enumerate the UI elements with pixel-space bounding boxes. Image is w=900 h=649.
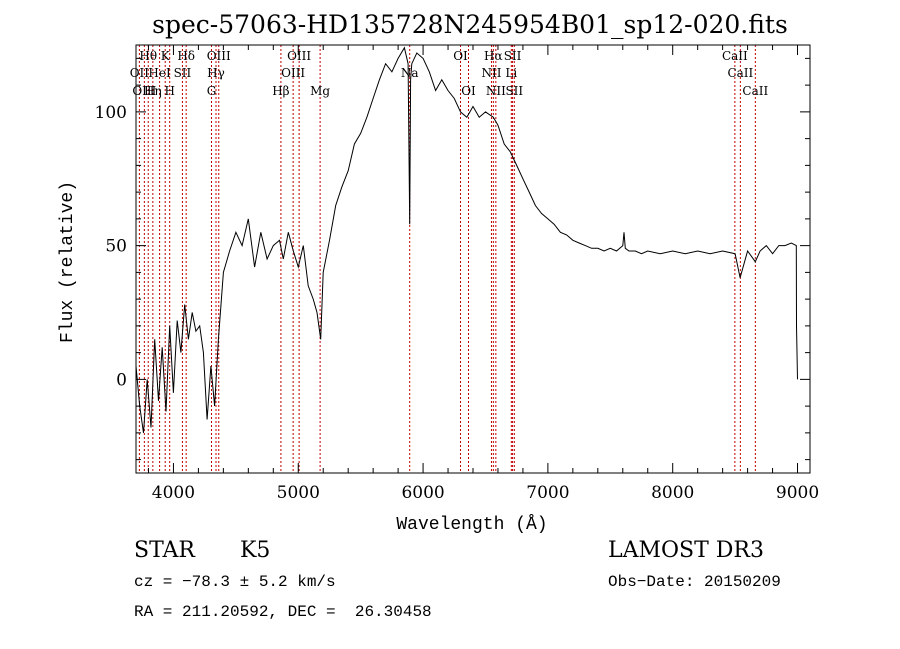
line-label: SII: [505, 84, 523, 98]
x-tick-label: 9000: [776, 483, 819, 503]
line-label: Hβ: [272, 84, 289, 98]
line-label: SII: [174, 66, 192, 80]
x-tick-label: 6000: [401, 483, 444, 503]
object-class: STAR: [134, 538, 195, 563]
y-axis-label: Flux (relative): [58, 181, 78, 343]
line-label: OIII: [287, 49, 311, 63]
line-label: Hδ: [177, 49, 195, 63]
line-label: OI: [453, 49, 468, 63]
line-label: OIII: [207, 49, 231, 63]
spectral-line-markers: [138, 45, 756, 473]
y-tick-label: 100: [95, 103, 127, 123]
line-label: OIII: [281, 66, 305, 80]
y-axis-ticks: 0 50 100: [95, 57, 810, 461]
line-label: CaII: [742, 84, 768, 98]
x-axis-label: Wavelength (Å): [396, 514, 547, 535]
line-label: Hθ: [139, 49, 157, 63]
line-label: K: [161, 49, 171, 63]
y-tick-label: 0: [116, 370, 127, 390]
x-axis-ticks: 4000 5000 6000 7000 8000 9000: [147, 45, 819, 503]
line-label: OIII: [132, 84, 156, 98]
line-label: Li: [505, 66, 517, 80]
object-subclass: K5: [240, 538, 271, 563]
line-label: Hγ: [207, 66, 225, 80]
line-label: Mg: [310, 84, 330, 98]
line-label: HeI: [148, 66, 171, 80]
redshift-velocity: cz = −78.3 ± 5.2 km/s: [134, 573, 336, 591]
line-label: NII: [481, 66, 501, 80]
line-label: H: [164, 84, 174, 98]
x-tick-label: 5000: [277, 483, 320, 503]
x-tick-label: 4000: [152, 483, 195, 503]
observation-date: Obs−Date: 20150209: [608, 573, 781, 591]
line-label: CaII: [722, 49, 748, 63]
line-label: NII: [486, 84, 506, 98]
x-tick-label: 8000: [651, 483, 694, 503]
line-label: Hα: [484, 49, 503, 63]
line-label: CaII: [727, 66, 753, 80]
line-label: G: [207, 84, 217, 98]
line-label: SII: [504, 49, 522, 63]
plot-frame: [135, 44, 811, 474]
sky-coordinates: RA = 211.20592, DEC = 26.30458: [134, 603, 432, 621]
survey-name: LAMOST DR3: [608, 538, 764, 563]
chart-title: spec-57063-HD135728N245954B01_sp12-020.f…: [152, 10, 788, 39]
y-tick-label: 50: [105, 237, 127, 257]
line-label: Na: [401, 66, 419, 80]
line-label: Hη: [144, 84, 162, 98]
spectrum-line: [135, 46, 798, 433]
x-tick-label: 7000: [526, 483, 569, 503]
line-label: OI: [461, 84, 476, 98]
line-label: OII: [130, 66, 150, 80]
